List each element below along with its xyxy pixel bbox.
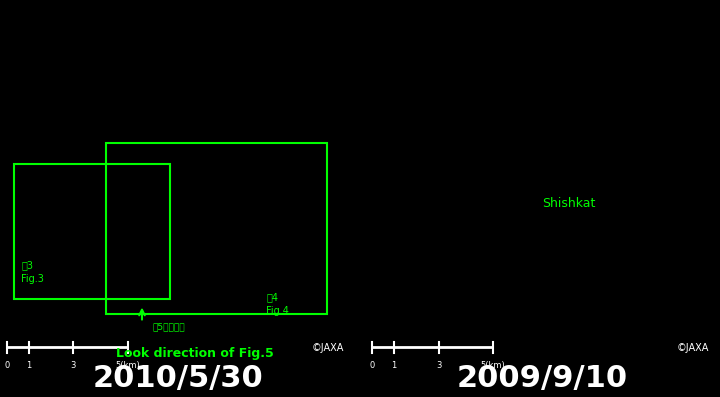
Text: 3: 3 (71, 362, 76, 370)
Text: 図4: 図4 (266, 292, 278, 302)
Text: 3: 3 (436, 362, 441, 370)
Bar (107, 143, 327, 314)
Text: 5(km): 5(km) (480, 362, 505, 370)
Text: 5(km): 5(km) (115, 362, 140, 370)
Text: Fig.3: Fig.3 (22, 274, 44, 284)
Text: Shishkat: Shishkat (543, 197, 596, 210)
Text: Look direction of Fig.5: Look direction of Fig.5 (117, 347, 274, 360)
Text: Fig.4: Fig.4 (266, 306, 289, 316)
Text: 図5視線方向: 図5視線方向 (153, 322, 185, 331)
Text: 0: 0 (369, 362, 375, 370)
Text: 2010/5/30: 2010/5/30 (92, 364, 264, 393)
Text: 1: 1 (26, 362, 32, 370)
Text: 図3: 図3 (22, 260, 33, 270)
Bar (14, 164, 171, 299)
Text: ©JAXA: ©JAXA (677, 343, 709, 353)
Text: ©JAXA: ©JAXA (312, 343, 344, 353)
Text: 0: 0 (4, 362, 10, 370)
Text: 1: 1 (391, 362, 397, 370)
Text: 2009/9/10: 2009/9/10 (456, 364, 628, 393)
